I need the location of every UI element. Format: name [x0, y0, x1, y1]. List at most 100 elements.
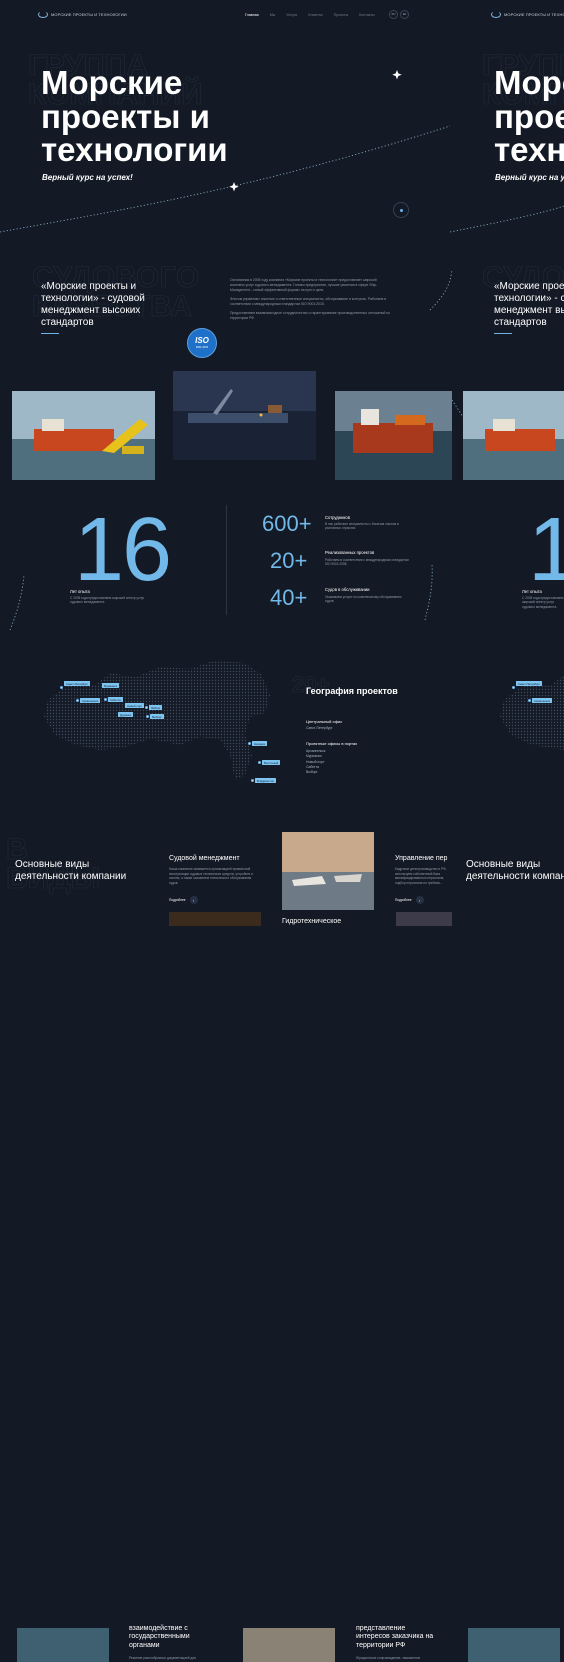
about-ghost-line: СУДОВОГО	[482, 261, 564, 294]
logo[interactable]: МОРСКИЕ ПРОЕКТЫ И ТЕХНОЛОГИИ	[38, 11, 127, 18]
logo-text: МОРСКИЕ ПРОЕКТЫ И ТЕХНОЛОГИИ	[51, 12, 127, 17]
service-card-title[interactable]: Управление пер	[395, 855, 448, 862]
map-pin-label: Ямбург	[149, 705, 163, 711]
hero-title-duplicate: Морские проекты и технологии	[494, 66, 564, 167]
map-pin-label: Мурманск	[102, 683, 119, 689]
service-card-more-link[interactable]: Подробнее ›	[395, 896, 424, 904]
map-pin-label: Архангельск	[80, 698, 100, 704]
bottom-card-title-line: территории РФ	[356, 1641, 406, 1649]
russia-dotted-map	[44, 660, 270, 780]
map-pin-label: Владивосток	[255, 778, 276, 784]
hero-ghost-line: КОМПАНИЙ	[28, 77, 203, 111]
service-card-photo	[169, 912, 261, 926]
about-title-line: «Морские проекты и	[41, 281, 137, 292]
ship-photo	[463, 391, 564, 480]
map-pin-duplicate[interactable]: Санкт-Петербург	[512, 680, 542, 689]
service-card-photo	[396, 912, 452, 926]
years-desc: С 2005 года предоставляем широкий спектр…	[70, 596, 145, 605]
map-pin[interactable]: Новый порт	[125, 703, 145, 709]
bottom-card-title[interactable]: представление интересов заказчика на тер…	[356, 1625, 433, 1650]
nav-item-services[interactable]: Услуги	[286, 13, 298, 17]
service-card-title[interactable]: Гидротехническое	[282, 918, 342, 925]
service-card-text: Наша компания занимается организацией пр…	[169, 867, 253, 885]
map-pin-dot-icon	[146, 715, 149, 719]
map-pin-dot-icon	[248, 742, 251, 746]
service-card-title[interactable]: Судовой менеджмент	[169, 855, 240, 862]
lang-en-button[interactable]: EN	[400, 10, 409, 19]
hero-title-line: проекты и	[41, 97, 210, 135]
about-paragraph: Флотом управляют опытные и ответственные…	[230, 296, 387, 306]
about-ghost-text-duplicate: СУДОВОГО	[482, 261, 564, 294]
map-pin[interactable]: Дудинка	[118, 712, 133, 718]
map-pin-duplicate[interactable]: Архангельск	[528, 698, 552, 704]
stats-divider	[226, 505, 227, 615]
map-pin[interactable]: Санкт-Петербург	[60, 680, 90, 689]
geo-title: География проектов	[306, 686, 398, 696]
logo-text-duplicate: МОРСКИЕ ПРОЕКТЫ И ТЕХНОЛОГИИ	[504, 12, 564, 17]
hero-ghost-line: ГРУППА	[28, 49, 149, 82]
service-card-photo	[468, 1628, 560, 1662]
about-text: Основанная в 2005 году компания «Морские…	[230, 278, 390, 321]
bottom-card-title-line: взаимодействие с	[129, 1625, 188, 1632]
map-pin[interactable]: Выборг	[146, 714, 164, 720]
nav-item-clients[interactable]: Клиенты	[308, 13, 323, 17]
services-title: Основные виды деятельности компании	[15, 859, 126, 883]
map-pin-dot-icon	[258, 761, 261, 765]
services-ghost-line: В	[6, 833, 28, 866]
nav-item-contacts[interactable]: Контакты	[359, 13, 375, 17]
hero-subtitle-duplicate: Верный курс на успех!	[495, 173, 564, 182]
ship-photo-night-dredger	[173, 371, 316, 460]
years-number-duplicate: 16	[528, 500, 564, 600]
stat-employees-desc: В нас работают специалисты с богатым опы…	[325, 522, 399, 531]
ship-photo-red-ship	[335, 391, 452, 480]
hero-ghost-text-duplicate: ГРУППА КОМПАНИЙ	[482, 50, 564, 111]
bottom-card-title[interactable]: взаимодействие с государственными органа…	[129, 1625, 190, 1650]
service-card-photo	[282, 832, 374, 910]
about-ghost-text: СУДОВОГО КАЧЕСТВА	[32, 262, 200, 323]
hero-ghost-line: КОМПАНИЙ	[482, 77, 564, 111]
lang-ru-button[interactable]: RU	[389, 10, 398, 19]
arrow-right-icon: ›	[415, 896, 424, 904]
map-pin-dot-icon	[60, 686, 63, 689]
map-pin[interactable]: Сабетта	[104, 697, 123, 703]
scroll-down-button[interactable]	[393, 202, 409, 218]
more-link-label: Подробнее	[395, 898, 412, 902]
map-pin[interactable]: Владивосток	[251, 778, 276, 784]
about-ghost-line: КАЧЕСТВА	[32, 289, 192, 323]
map-pin-dot-icon	[251, 779, 254, 783]
hydrotechnical-photo	[282, 832, 374, 910]
nav-item-projects[interactable]: Проекты	[333, 13, 349, 17]
map-pin-label: Санкт-Петербург	[64, 680, 90, 687]
stat-ships-desc: Оказываем услуги по комплексному обслужи…	[325, 595, 402, 604]
map-pin[interactable]: Архангельск	[76, 698, 100, 704]
map-pin[interactable]: Находка	[248, 741, 267, 747]
about-title-line: стандартов	[41, 317, 94, 328]
bottom-card-title-line: представление	[356, 1625, 406, 1632]
service-card-more-link[interactable]: Подробнее ›	[169, 896, 198, 904]
main-nav: Главная Мы Услуги Клиенты Проекты Контак…	[245, 13, 375, 17]
map-pin-label: Новый порт	[125, 703, 145, 709]
geo-ports-list: Архангельск Мурманск Новый порт Сабетта …	[306, 749, 325, 775]
years-desc-duplicate: С 2005 года предоставляем широкий спектр…	[522, 596, 564, 609]
about-accent-line	[41, 333, 59, 334]
services-title-line: деятельности компании	[466, 871, 564, 882]
bottom-card-title-line: интересов заказчика на	[356, 1633, 434, 1641]
map-pin[interactable]: Восточный	[258, 760, 281, 766]
years-label: Лет опыта	[70, 589, 90, 594]
nav-item-about[interactable]: Мы	[269, 13, 276, 17]
logo-duplicate: МОРСКИЕ ПРОЕКТЫ И ТЕХНОЛОГИИ	[491, 11, 564, 18]
more-link-label: Подробнее	[169, 898, 186, 902]
hero-title-line: технологии	[41, 131, 228, 169]
nav-item-home[interactable]: Главная	[245, 13, 259, 17]
hero-title-line: проекты и	[494, 97, 564, 135]
map-pin[interactable]: Ямбург	[145, 705, 163, 711]
geo-port: Сабетта	[306, 764, 320, 769]
map-pin-dot-icon	[145, 706, 148, 710]
map-pin-label: Сабетта	[108, 697, 123, 703]
bottom-card-text: Решение разнообразных документацией для	[129, 1656, 196, 1660]
map-pin[interactable]: Мурманск	[102, 683, 119, 689]
about-title-duplicate: «Морские проекты и технологии» - судовой…	[494, 281, 564, 329]
hero-title-line: технологии	[494, 131, 564, 169]
geo-port: Архангельск	[306, 749, 326, 753]
about-title-line: менеджмент высоких	[41, 305, 141, 316]
